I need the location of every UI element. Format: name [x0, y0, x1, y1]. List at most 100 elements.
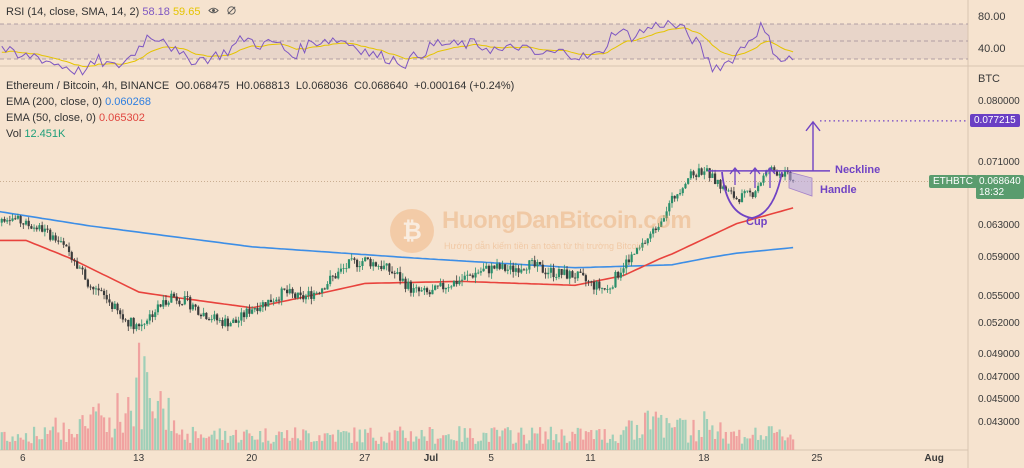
volume-bar	[455, 440, 458, 450]
candle-body	[668, 203, 671, 212]
hidden-icon[interactable]	[226, 5, 237, 16]
volume-bar	[202, 437, 205, 450]
candle-body	[116, 303, 119, 311]
volume-bar	[345, 431, 348, 450]
volume-bar	[396, 430, 399, 450]
price-tick-label: 0.045000	[978, 394, 1020, 405]
candle-body	[62, 241, 65, 245]
candle-body	[256, 308, 259, 312]
candle-body	[595, 281, 598, 290]
volume-bar	[304, 430, 308, 450]
volume-bar	[393, 430, 396, 450]
candle-body	[600, 288, 604, 290]
candle-body	[372, 262, 375, 267]
candle-body	[264, 302, 267, 307]
volume-bar	[783, 440, 787, 450]
candle-body	[549, 268, 552, 273]
volume-bar	[552, 440, 555, 450]
candle-body	[253, 308, 256, 310]
candle-body	[711, 173, 714, 178]
candle-body	[342, 268, 345, 269]
volume-bar	[113, 428, 116, 450]
candle-body	[450, 286, 453, 288]
candle-body	[3, 218, 6, 222]
candle-body	[181, 304, 184, 305]
volume-bar	[27, 441, 30, 450]
candle-body	[67, 246, 71, 253]
candle-body	[740, 193, 744, 203]
candle-body	[641, 242, 644, 248]
candle-body	[770, 167, 773, 170]
candle-body	[202, 312, 205, 317]
candle-body	[38, 225, 41, 230]
volume-bar	[94, 411, 98, 450]
ema50-legend[interactable]: EMA (50, close, 0) 0.065302	[6, 112, 145, 124]
volume-bar	[469, 428, 472, 450]
candle-body	[501, 264, 504, 269]
candle-body	[30, 226, 33, 229]
volume-bar	[646, 410, 649, 450]
volume-bar	[248, 433, 251, 450]
candle-body	[291, 288, 294, 294]
time-tick-label: 5	[488, 453, 494, 464]
candle-body	[140, 324, 143, 327]
ema200-legend[interactable]: EMA (200, close, 0) 0.060268	[6, 96, 151, 108]
candle-body	[97, 288, 100, 291]
arrow-head	[764, 166, 776, 175]
volume-bar	[732, 431, 736, 450]
volume-bar	[229, 435, 232, 450]
candle-body	[175, 296, 178, 301]
volume-bar	[450, 439, 453, 450]
candle-body	[358, 266, 361, 268]
candle-body	[151, 314, 154, 318]
time-tick-label: Aug	[924, 453, 944, 464]
candle-body	[237, 320, 240, 323]
volume-bar	[175, 433, 178, 450]
candle-body	[635, 247, 639, 254]
candle-body	[272, 301, 275, 303]
volume-bar	[404, 437, 407, 450]
candle-body	[544, 272, 547, 275]
candle-body	[129, 317, 133, 327]
volume-bar	[221, 439, 224, 450]
volume-bar	[181, 429, 184, 450]
candle-body	[213, 314, 216, 320]
volume-bar	[148, 398, 151, 450]
candle-body	[563, 269, 566, 275]
candle-body	[643, 242, 647, 244]
price-tick-label: 0.080000	[978, 96, 1020, 107]
volume-bar	[684, 419, 687, 450]
candle-body	[689, 171, 692, 179]
volume-bar	[294, 427, 297, 450]
candle-body	[94, 288, 98, 290]
candle-body	[32, 227, 36, 229]
candle-body	[652, 228, 655, 234]
time-tick-label: 13	[133, 453, 145, 464]
candle-body	[137, 324, 141, 327]
candle-body	[611, 287, 614, 289]
volume-bar	[670, 427, 674, 450]
volume-bar	[458, 426, 461, 450]
time-tick-label: 6	[20, 453, 26, 464]
volume-bar	[342, 431, 345, 450]
volume-bar	[277, 431, 281, 450]
volume-bar	[509, 430, 512, 450]
candle-body	[506, 269, 509, 271]
volume-bar	[447, 434, 450, 450]
volume-legend[interactable]: Vol 12.451K	[6, 128, 65, 140]
candle-body	[240, 312, 243, 321]
rsi-sma-value: 59.65	[172, 6, 201, 18]
rsi-legend: RSI (14, close, SMA, 14, 2) 58.18 59.65	[6, 5, 237, 18]
candle-body	[404, 278, 407, 289]
volume-bar	[563, 435, 566, 450]
candle-body	[22, 223, 25, 225]
candle-body	[277, 299, 281, 301]
candle-body	[401, 278, 404, 281]
volume-bar	[350, 442, 353, 450]
candle-body	[536, 261, 539, 267]
volume-bar	[385, 442, 388, 450]
volume-bar	[269, 443, 273, 450]
eye-icon[interactable]	[207, 5, 219, 16]
volume-bar	[358, 429, 361, 450]
